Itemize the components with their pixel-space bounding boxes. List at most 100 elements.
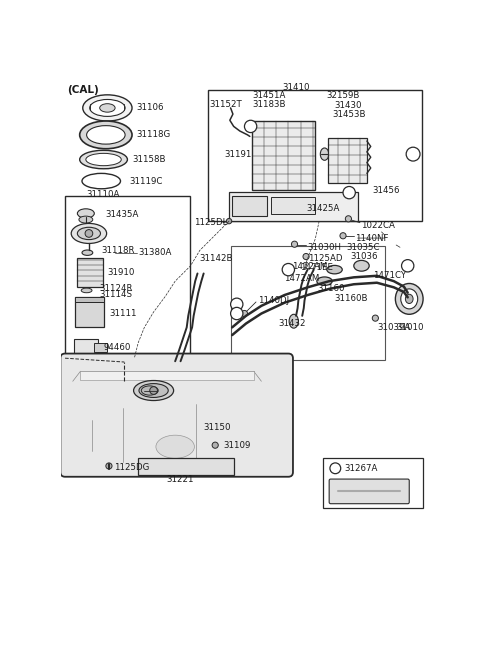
Circle shape [330,463,341,474]
Circle shape [340,232,346,239]
Text: 31191: 31191 [225,150,252,159]
Bar [65,197,190,381]
Text: 31142B: 31142B [200,254,233,263]
Ellipse shape [396,283,423,314]
Ellipse shape [139,383,168,397]
Ellipse shape [141,386,158,395]
Circle shape [244,120,257,132]
Text: (CAL): (CAL) [67,85,99,95]
Bar [77,258,103,287]
Bar [73,339,98,354]
Text: 31111: 31111 [109,309,136,318]
Text: 1472AM: 1472AM [292,262,327,271]
Text: 94460: 94460 [104,343,131,352]
Bar [75,297,104,302]
Circle shape [150,387,157,395]
Ellipse shape [71,224,107,244]
Text: 31039A: 31039A [377,323,410,332]
Ellipse shape [79,216,93,223]
Text: 31110A: 31110A [87,191,120,199]
Ellipse shape [406,295,413,303]
Circle shape [282,263,295,276]
Ellipse shape [401,289,418,309]
Ellipse shape [354,260,369,271]
Circle shape [343,187,355,199]
Text: 31158B: 31158B [132,155,166,164]
Text: B: B [404,261,411,270]
Ellipse shape [80,121,132,149]
Text: 31380A: 31380A [138,248,171,258]
Ellipse shape [83,95,132,121]
Text: 31124R: 31124R [100,285,133,293]
Bar [138,458,234,475]
Text: 1471CY: 1471CY [373,271,406,279]
Circle shape [402,260,414,272]
Ellipse shape [80,150,127,169]
Text: 31267A: 31267A [345,464,378,473]
Text: 31118G: 31118G [137,130,171,140]
Bar [94,343,108,352]
Circle shape [227,218,232,224]
Text: 31030H: 31030H [308,243,342,252]
Ellipse shape [81,288,92,293]
Bar [328,138,367,183]
Circle shape [406,147,420,161]
FancyBboxPatch shape [60,354,293,477]
Circle shape [230,298,243,310]
Text: 31910: 31910 [108,268,135,277]
Bar [81,371,254,380]
Ellipse shape [289,314,299,328]
Ellipse shape [327,265,342,274]
Circle shape [230,307,243,320]
Text: 31119C: 31119C [129,177,162,185]
Text: 1125AD: 1125AD [308,254,342,263]
Circle shape [241,310,248,316]
FancyBboxPatch shape [329,479,409,504]
Text: B: B [233,309,240,318]
Text: C: C [233,300,240,308]
Bar [207,90,421,221]
Text: 31160: 31160 [318,285,345,293]
Ellipse shape [82,250,93,256]
Text: 1140DJ: 1140DJ [258,296,288,305]
Text: 31106: 31106 [137,103,164,113]
Bar [323,458,423,508]
Circle shape [303,254,309,260]
Ellipse shape [86,154,121,166]
Text: 31114S: 31114S [100,290,132,299]
Text: 31432: 31432 [278,319,306,328]
Text: 31425A: 31425A [306,205,339,213]
Text: 31410: 31410 [282,83,310,93]
Ellipse shape [86,126,125,144]
Ellipse shape [156,435,194,458]
Text: A: A [247,122,254,131]
Text: 1022CA: 1022CA [361,221,396,230]
Text: 31430: 31430 [335,101,362,110]
Circle shape [372,315,378,321]
Ellipse shape [90,99,125,117]
Circle shape [291,241,298,248]
Text: 31118R: 31118R [101,246,135,255]
Text: 31152T: 31152T [209,99,242,109]
Ellipse shape [317,277,332,285]
Text: 1140NF: 1140NF [355,234,389,242]
Ellipse shape [77,227,100,240]
Text: 31036: 31036 [350,252,377,261]
Text: 31109: 31109 [223,441,250,449]
Text: a: a [333,464,338,473]
Ellipse shape [133,381,174,401]
Text: 1125DG: 1125DG [114,463,149,472]
Bar [230,246,384,359]
Bar [229,192,359,221]
Text: 32159B: 32159B [327,91,360,100]
Text: 1471EE: 1471EE [300,263,333,272]
Text: 31453B: 31453B [332,110,366,118]
Text: C: C [410,150,417,159]
Ellipse shape [77,209,94,218]
Text: a: a [347,188,352,197]
Bar [271,197,315,214]
Ellipse shape [82,173,120,189]
Ellipse shape [320,148,329,160]
Text: 31456: 31456 [372,186,400,195]
Ellipse shape [100,104,115,112]
